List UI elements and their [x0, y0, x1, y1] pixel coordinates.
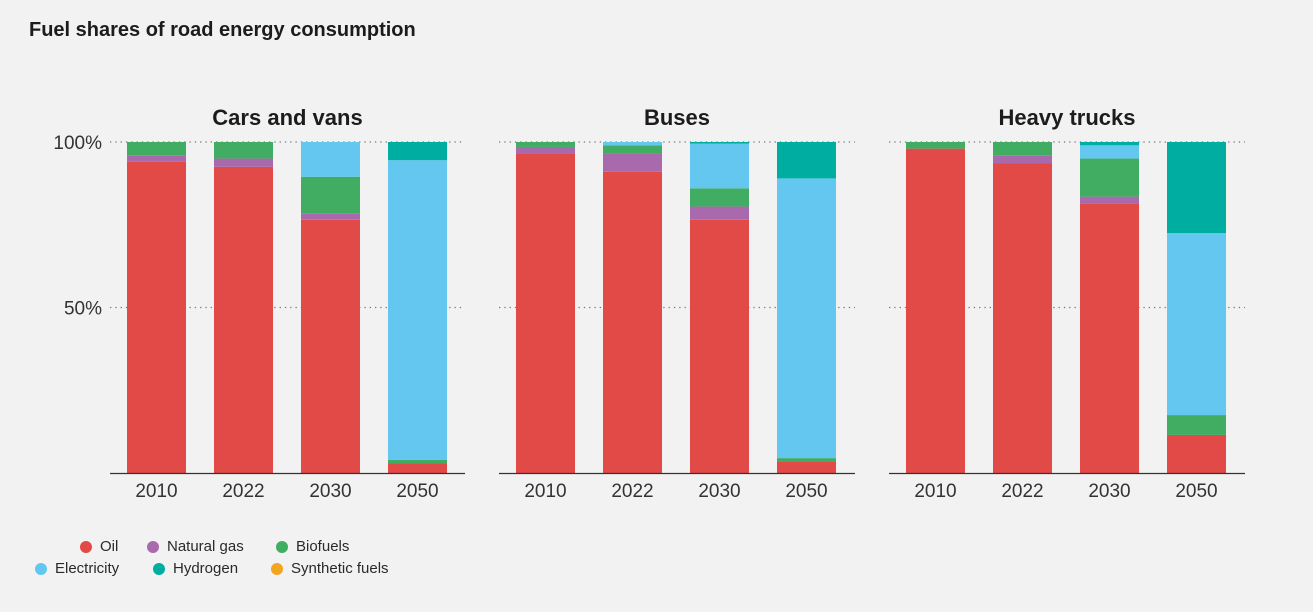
panel-title: Cars and vans [212, 105, 362, 130]
legend-label: Hydrogen [173, 560, 239, 577]
bar-segment-oil [603, 171, 662, 474]
bar-segment-hydrogen [690, 142, 749, 144]
legend-item-electricity: Electricity [35, 560, 119, 577]
bar-segment-natural_gas [1080, 196, 1139, 204]
bar-segment-hydrogen [1080, 142, 1139, 146]
bar-segment-electricity [301, 142, 360, 177]
chart-title: Fuel shares of road energy consumption [29, 19, 416, 41]
bar-segment-oil [516, 153, 575, 473]
legend-swatch-natural_gas [147, 540, 159, 553]
bar-segment-natural_gas [214, 158, 273, 167]
bar-segment-electricity [603, 142, 662, 146]
bar-segment-natural_gas [301, 213, 360, 220]
legend-item-oil: Oil [80, 538, 118, 555]
bar-segment-natural_gas [603, 153, 662, 172]
bar-segment-oil [301, 219, 360, 473]
bar-segment-biofuels [603, 145, 662, 154]
legend-swatch-synthetic_fuels [271, 562, 283, 575]
bar-segment-natural_gas [993, 155, 1052, 164]
legend-label: Natural gas [167, 538, 244, 555]
x-tick-label: 2022 [611, 481, 653, 502]
bar-segment-natural_gas [516, 146, 575, 154]
bar-segment-electricity [777, 178, 836, 459]
bar-segment-biofuels [516, 142, 575, 147]
bar-segment-oil [127, 161, 186, 474]
bar-segment-electricity [690, 143, 749, 189]
bar-segment-oil [1167, 434, 1226, 473]
bar-segment-oil [388, 463, 447, 473]
legend-swatch-oil [80, 540, 92, 553]
legend-swatch-hydrogen [153, 562, 165, 575]
bar-segment-biofuels [127, 142, 186, 156]
legend-label: Electricity [55, 560, 120, 577]
x-tick-label: 2010 [914, 481, 956, 502]
bar-segment-electricity [1167, 233, 1226, 416]
bar-segment-biofuels [777, 458, 836, 462]
x-tick-label: 2050 [396, 481, 438, 502]
x-tick-label: 2022 [222, 481, 264, 502]
legend-label: Biofuels [296, 538, 350, 555]
bar-segment-hydrogen [1167, 142, 1226, 234]
legend-item-synthetic_fuels: Synthetic fuels [271, 560, 389, 577]
bar-segment-oil [906, 148, 965, 473]
bar-segment-oil [1080, 203, 1139, 474]
bar-segment-biofuels [690, 188, 749, 207]
bar-segment-hydrogen [388, 142, 447, 161]
x-tick-label: 2022 [1001, 481, 1043, 502]
legend-item-natural_gas: Natural gas [147, 538, 244, 555]
y-tick-label: 100% [53, 133, 102, 154]
bar-segment-biofuels [1167, 415, 1226, 435]
bar-segment-electricity [388, 160, 447, 460]
x-tick-label: 2030 [1088, 481, 1130, 502]
bar-segment-biofuels [993, 142, 1052, 156]
legend-swatch-biofuels [276, 540, 288, 553]
bar-segment-biofuels [301, 176, 360, 214]
bar-segment-oil [214, 166, 273, 473]
bar-segment-oil [690, 219, 749, 473]
x-tick-label: 2030 [309, 481, 351, 502]
legend-label: Synthetic fuels [291, 560, 389, 577]
legend-label: Oil [100, 538, 119, 555]
panel-title: Heavy trucks [999, 105, 1136, 130]
legend-swatch-electricity [35, 562, 47, 575]
x-tick-label: 2050 [785, 481, 827, 502]
x-tick-label: 2010 [524, 481, 566, 502]
legend-item-hydrogen: Hydrogen [153, 560, 238, 577]
bar-segment-biofuels [214, 142, 273, 159]
bar-segment-biofuels [1080, 158, 1139, 197]
bar-segment-biofuels [388, 459, 447, 464]
x-tick-label: 2010 [135, 481, 177, 502]
bar-segment-biofuels [906, 142, 965, 149]
bar-segment-oil [777, 461, 836, 473]
bar-segment-natural_gas [690, 206, 749, 220]
y-tick-label: 50% [64, 299, 102, 320]
panel-title: Buses [644, 105, 710, 130]
legend-item-biofuels: Biofuels [276, 538, 349, 555]
x-tick-label: 2030 [698, 481, 740, 502]
bar-segment-hydrogen [777, 142, 836, 179]
bar-segment-electricity [1080, 145, 1139, 159]
bar-segment-natural_gas [127, 155, 186, 162]
bar-segment-oil [993, 163, 1052, 473]
x-tick-label: 2050 [1175, 481, 1217, 502]
